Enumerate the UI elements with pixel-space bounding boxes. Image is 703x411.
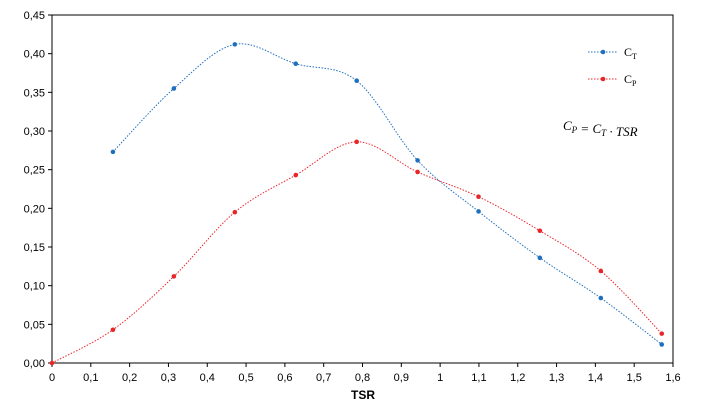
y-tick-label: 0,45: [24, 10, 45, 22]
legend-swatch-marker: [600, 49, 606, 55]
series-cp-point: [537, 228, 543, 234]
axes-layer: 0 0,1 0,2 0,3 0,4 0,5 0,6 0,7 0,8 0,9 1 1,1 1,2 1,3 1,…: [24, 10, 681, 384]
legend-label-cp: CP: [624, 72, 637, 88]
x-tick-label: 1,5: [627, 372, 642, 384]
x-tick-label: 1,6: [665, 372, 680, 384]
legend-item-ct: CT: [588, 45, 637, 61]
series-ct-line: [112, 43, 663, 345]
x-tick-label: 1,3: [549, 372, 564, 384]
y-tick-label: 0,00: [24, 358, 45, 370]
x-tick-label: 0,4: [200, 372, 215, 384]
series-cp: [49, 139, 665, 366]
x-tick-label: 0,2: [122, 372, 137, 384]
series-ct-point: [537, 255, 543, 261]
series-cp-point: [476, 194, 481, 200]
y-tick-label: 0,20: [24, 203, 45, 215]
series-ct-point: [476, 209, 481, 214]
series-ct-point: [171, 86, 177, 91]
x-tick-label: 0,3: [161, 372, 176, 384]
series-cp-point: [232, 209, 238, 215]
series-ct-point: [354, 78, 359, 84]
legend-swatch-marker: [600, 76, 606, 82]
x-tick-label: 0,9: [394, 372, 409, 384]
y-tick-label: 0,10: [24, 281, 45, 293]
y-tick-label: 0,15: [24, 242, 45, 254]
x-tick-label: 0,8: [355, 372, 370, 384]
y-tick-label: 0,25: [24, 165, 45, 177]
series-cp-point: [354, 139, 359, 145]
x-tick-label: 0,6: [277, 372, 292, 384]
series-cp-point: [171, 274, 177, 279]
x-axis-title: TSR: [351, 388, 375, 402]
series-cp-point: [659, 331, 665, 336]
x-tick-label: 0,7: [316, 372, 331, 384]
series-ct-point: [110, 149, 116, 155]
y-tick-label: 0,40: [24, 49, 45, 61]
y-tick-label: 0,35: [24, 87, 45, 99]
legend-label-ct: CT: [624, 45, 637, 61]
x-tick-label: 0,1: [83, 372, 98, 384]
series-ct-point: [659, 342, 665, 347]
y-tick-label: 0,05: [24, 319, 45, 331]
series-cp-point: [415, 169, 420, 175]
formula-annotation: CP = CT · TSR: [563, 118, 638, 139]
series-ct-point: [232, 42, 238, 47]
series-layer: [49, 42, 665, 366]
x-tick-label: 1,4: [588, 372, 603, 384]
series-ct-point: [598, 295, 604, 301]
x-tick-label: 0,5: [238, 372, 253, 384]
x-tick-label: 1: [437, 372, 443, 384]
series-cp-point: [598, 268, 604, 274]
series-cp-point: [49, 360, 55, 366]
legend-item-cp: CP: [588, 72, 637, 88]
series-ct: [110, 42, 665, 347]
series-ct-point: [293, 61, 299, 67]
legend: CT CP: [588, 45, 637, 88]
series-cp-point: [293, 172, 299, 178]
x-tick-label: 0: [49, 372, 55, 384]
y-tick-label: 0,30: [24, 126, 45, 138]
x-tick-label: 1,1: [471, 372, 486, 384]
series-ct-point: [415, 158, 420, 163]
series-cp-point: [110, 327, 116, 333]
series-cp-line: [51, 141, 663, 364]
x-tick-label: 1,2: [510, 372, 525, 384]
